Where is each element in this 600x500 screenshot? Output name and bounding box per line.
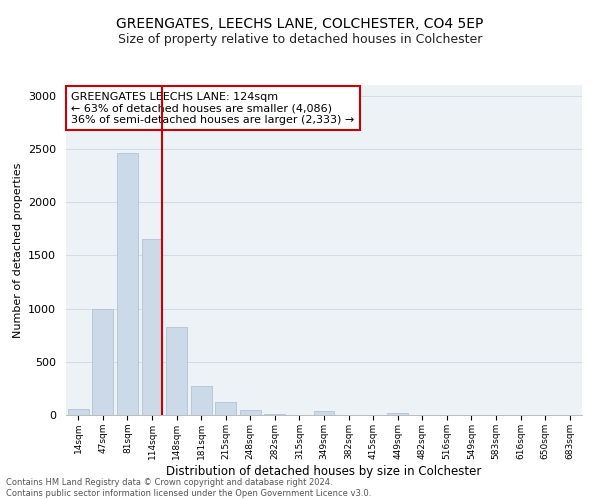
Bar — [215, 402, 236, 415]
Bar — [265, 414, 286, 415]
Bar — [387, 414, 408, 415]
X-axis label: Distribution of detached houses by size in Colchester: Distribution of detached houses by size … — [166, 464, 482, 477]
Bar — [117, 153, 138, 415]
Bar — [92, 308, 113, 415]
Bar — [314, 412, 334, 415]
Bar — [166, 326, 187, 415]
Y-axis label: Number of detached properties: Number of detached properties — [13, 162, 23, 338]
Text: Size of property relative to detached houses in Colchester: Size of property relative to detached ho… — [118, 32, 482, 46]
Text: GREENGATES LEECHS LANE: 124sqm
← 63% of detached houses are smaller (4,086)
36% : GREENGATES LEECHS LANE: 124sqm ← 63% of … — [71, 92, 355, 125]
Text: GREENGATES, LEECHS LANE, COLCHESTER, CO4 5EP: GREENGATES, LEECHS LANE, COLCHESTER, CO4… — [116, 18, 484, 32]
Bar — [142, 240, 163, 415]
Bar — [191, 386, 212, 415]
Text: Contains HM Land Registry data © Crown copyright and database right 2024.
Contai: Contains HM Land Registry data © Crown c… — [6, 478, 371, 498]
Bar — [240, 410, 261, 415]
Bar — [68, 409, 89, 415]
